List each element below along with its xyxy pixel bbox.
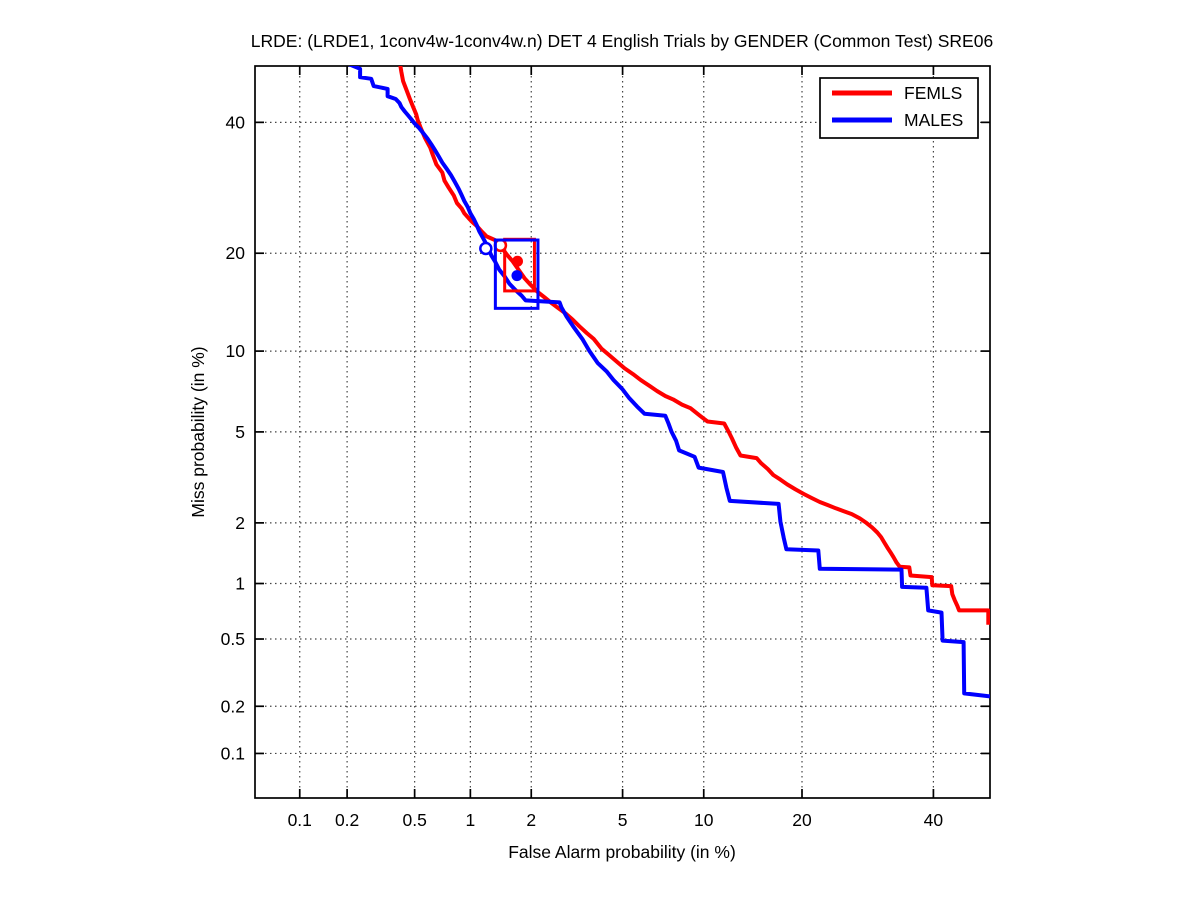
y-tick-label: 0.1: [221, 743, 245, 763]
legend-label-femls: FEMLS: [904, 83, 962, 103]
legend-box: FEMLS MALES: [819, 77, 979, 139]
y-tick-label: 2: [235, 513, 245, 533]
x-tick-label: 10: [694, 810, 714, 830]
legend-frame: [819, 77, 979, 139]
y-tick-label: 40: [226, 112, 246, 132]
y-tick-label: 1: [235, 574, 245, 594]
tick-label-layer: 0.1 0.1 0.2 0.2 0.5 0.5 1 1 2 2 5 5 10 10 20 20 40 40: [221, 112, 944, 830]
curve-layer: [348, 66, 990, 699]
grid-layer: [255, 66, 990, 798]
decision-box-males: [493, 238, 540, 310]
marker-layer: [479, 237, 540, 310]
x-axis-label: False Alarm probability (in %): [508, 842, 736, 862]
y-tick-label: 20: [226, 243, 246, 263]
x-tick-label: 20: [792, 810, 812, 830]
x-tick-label: 5: [618, 810, 628, 830]
y-tick-label: 0.2: [221, 696, 245, 716]
x-tick-label: 0.5: [402, 810, 426, 830]
x-tick-label: 40: [924, 810, 944, 830]
actual-point-dot-femls: [511, 255, 523, 267]
plot-border: [254, 65, 991, 799]
legend-label-males: MALES: [904, 110, 963, 130]
tick-layer: [255, 66, 990, 798]
x-tick-label: 0.2: [335, 810, 359, 830]
x-tick-label: 2: [526, 810, 536, 830]
det-curve-males: [348, 66, 990, 699]
y-axis-label: Miss probability (in %): [188, 346, 208, 517]
min-point-circle-males: [479, 241, 493, 256]
y-tick-label: 0.5: [221, 629, 245, 649]
x-tick-label: 0.1: [288, 810, 312, 830]
plot-title: LRDE: (LRDE1, 1conv4w-1conv4w.n) DET 4 E…: [251, 31, 993, 51]
y-tick-label: 5: [235, 422, 245, 442]
x-tick-label: 1: [465, 810, 475, 830]
y-tick-label: 10: [226, 341, 246, 361]
actual-point-dot-males: [511, 270, 523, 282]
det-curve-femls: [398, 66, 990, 625]
